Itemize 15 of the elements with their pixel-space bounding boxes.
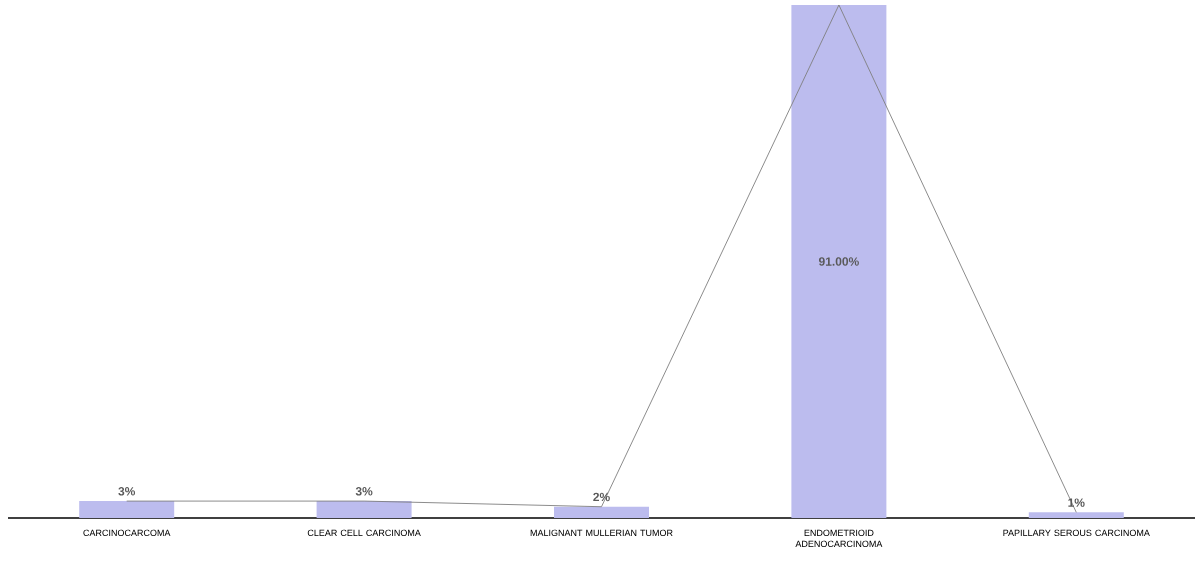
- data-label: 1%: [1068, 498, 1085, 507]
- data-label: 3%: [355, 487, 373, 496]
- data-label: 3%: [118, 487, 136, 496]
- data-label: 2%: [593, 492, 610, 502]
- x-tick-label: MALIGNANT MULLERIAN TUMOR: [530, 529, 673, 537]
- data-label: 91.00%: [818, 257, 859, 266]
- x-tick-label: ENDOMETRIOID ADENOCARCINOMA: [795, 529, 883, 548]
- x-tick-label: PAPILLARY SEROUS CARCINOMA: [1003, 529, 1150, 537]
- bar: [791, 5, 887, 518]
- bar: [1028, 512, 1124, 518]
- x-tick-label: CARCINOCARCOMA: [83, 529, 171, 537]
- bar: [554, 506, 649, 518]
- x-tick-label: CLEAR CELL CARCINOMA: [307, 529, 421, 537]
- bar: [316, 501, 412, 518]
- bar: [79, 501, 175, 518]
